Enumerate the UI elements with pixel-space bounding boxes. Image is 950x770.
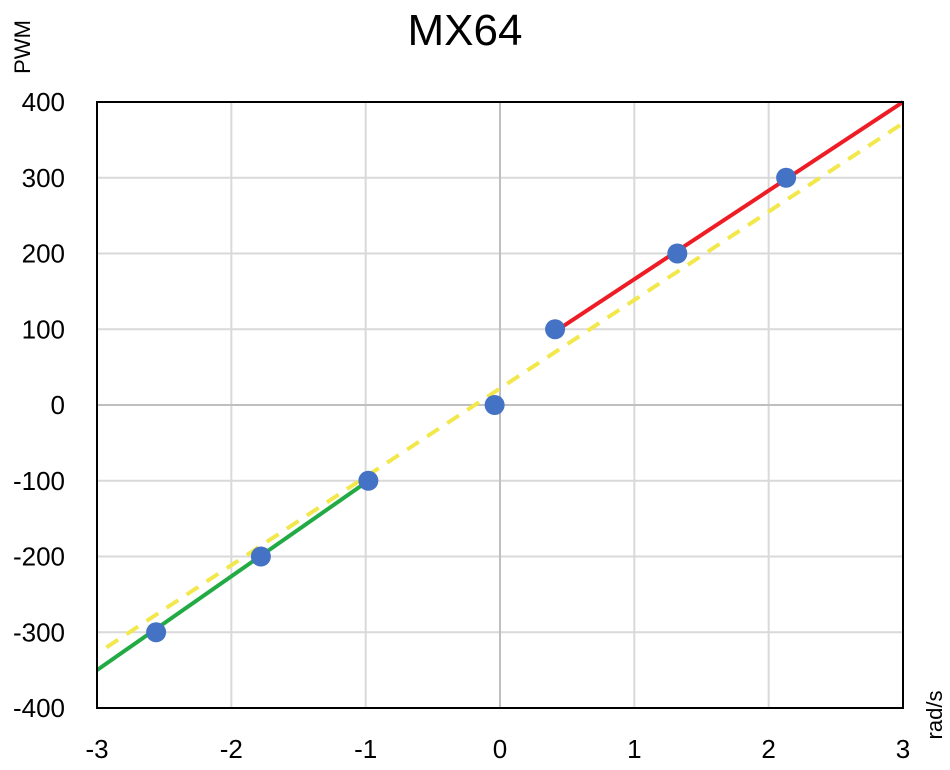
chart-title: MX64 xyxy=(408,6,523,55)
y-tick-label: 400 xyxy=(22,87,65,117)
y-tick-label: 200 xyxy=(22,239,65,269)
x-tick-label: 0 xyxy=(493,734,507,764)
tick-label-layer: -3 -2 -1 0 1 2 3 400 300 200 100 0 -100 -200 -300 -400 xyxy=(13,87,910,764)
x-tick-label: 1 xyxy=(627,734,641,764)
y-tick-label: 100 xyxy=(22,314,65,344)
y-axis-label: PWM xyxy=(10,20,35,74)
data-point xyxy=(484,395,505,415)
x-axis-label: rad/s xyxy=(922,691,947,740)
data-point xyxy=(250,546,271,567)
y-tick-label: 300 xyxy=(22,163,65,193)
data-point xyxy=(146,622,167,643)
x-tick-label: -3 xyxy=(85,734,108,764)
data-point xyxy=(358,470,379,491)
x-tick-label: -1 xyxy=(354,734,377,764)
y-tick-label: -400 xyxy=(13,693,65,723)
y-tick-label: -200 xyxy=(13,542,65,572)
y-tick-label: 0 xyxy=(51,390,65,420)
negative-fit-line xyxy=(95,479,370,672)
y-tick-label: -100 xyxy=(13,466,65,496)
data-point xyxy=(776,167,797,188)
plot-frame xyxy=(96,101,904,709)
x-tick-label: 3 xyxy=(896,734,910,764)
x-tick-label: 2 xyxy=(761,734,775,764)
positive-fit-line xyxy=(553,100,905,334)
x-tick-label: -2 xyxy=(220,734,243,764)
dashed-fit-line xyxy=(105,121,905,650)
data-point xyxy=(545,319,566,340)
data-point xyxy=(667,243,688,264)
y-tick-label: -300 xyxy=(13,617,65,647)
series-layer xyxy=(95,100,905,672)
